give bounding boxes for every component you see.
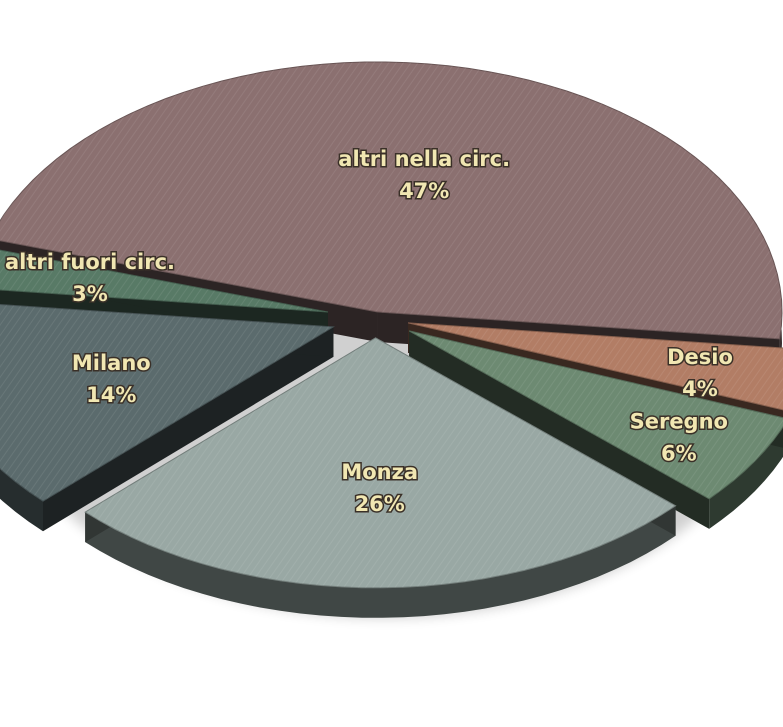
slice-value-desio: 4% bbox=[682, 377, 718, 401]
slice-value-seregno: 6% bbox=[661, 442, 697, 466]
slice-texture-altri-fuori-circ- bbox=[0, 250, 328, 313]
slice-label-milano: Milano bbox=[72, 351, 151, 375]
slice-label-seregno: Seregno bbox=[630, 410, 728, 434]
slice-value-milano: 14% bbox=[86, 383, 136, 407]
slice-side-milano bbox=[0, 468, 43, 532]
slice-texture-desio bbox=[408, 322, 783, 410]
slice-label-desio: Desio bbox=[667, 345, 733, 369]
slice-label-altri-nella-circ-: altri nella circ. bbox=[338, 147, 510, 171]
slice-side-monza bbox=[85, 505, 676, 618]
slice-face-milano-0 bbox=[43, 326, 334, 532]
slice-label-monza: Monza bbox=[341, 460, 418, 484]
slice-value-monza: 26% bbox=[355, 492, 405, 516]
slice-texture-altri-nella-circ- bbox=[0, 62, 782, 339]
slice-value-altri-nella-circ-: 47% bbox=[399, 179, 449, 203]
slice-texture-monza bbox=[85, 337, 676, 588]
slice-texture-milano bbox=[0, 304, 334, 502]
slice-value-altri-fuori-circ-: 3% bbox=[72, 282, 108, 306]
slice-side-seregno bbox=[709, 426, 783, 529]
slice-face-seregno-1 bbox=[409, 330, 710, 529]
slice-texture-seregno bbox=[409, 330, 783, 499]
slice-label-altri-fuori-circ-: altri fuori circ. bbox=[5, 250, 175, 274]
